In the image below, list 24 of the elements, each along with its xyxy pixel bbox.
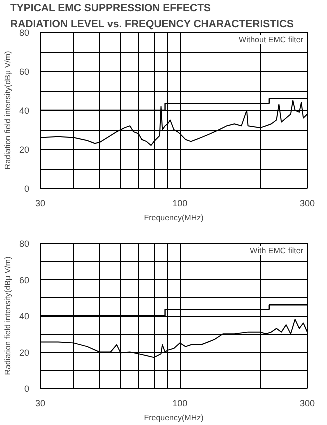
y-tick-label: 80: [19, 239, 30, 249]
y-tick-label: 40: [19, 312, 30, 322]
y-tick-label: 20: [19, 145, 30, 155]
chart-subtitle: RADIATION LEVEL vs. FREQUENCY CHARACTERISTICS: [10, 18, 294, 30]
x-tick-label: 100: [172, 198, 188, 208]
x-axis-title: Frequency(MHz): [144, 214, 204, 222]
x-tick-label: 30: [35, 198, 46, 208]
y-axis-title: Radiation field intensity(dBμ V/m): [3, 50, 12, 170]
annotation: With EMC filter: [250, 246, 304, 256]
y-axis-title: Radiation field intensity(dBμ V/m): [3, 256, 12, 376]
x-axis-title: Frequency(MHz): [144, 414, 204, 422]
x-tick-label: 300: [300, 198, 316, 208]
y-tick-label: 60: [19, 67, 30, 77]
y-tick-label: 0: [24, 384, 30, 394]
x-tick-label: 300: [300, 398, 316, 408]
x-tick-label: 30: [35, 398, 46, 408]
annotation: Without EMC filter: [239, 36, 304, 44]
y-tick-label: 0: [24, 184, 30, 194]
y-tick-label: 80: [19, 28, 30, 38]
x-tick-label: 100: [172, 398, 188, 408]
chart-title: TYPICAL EMC SUPPRESSION EFFECTS: [10, 2, 211, 14]
y-tick-label: 40: [19, 106, 30, 116]
y-tick-label: 20: [19, 348, 30, 358]
y-tick-label: 60: [19, 275, 30, 286]
